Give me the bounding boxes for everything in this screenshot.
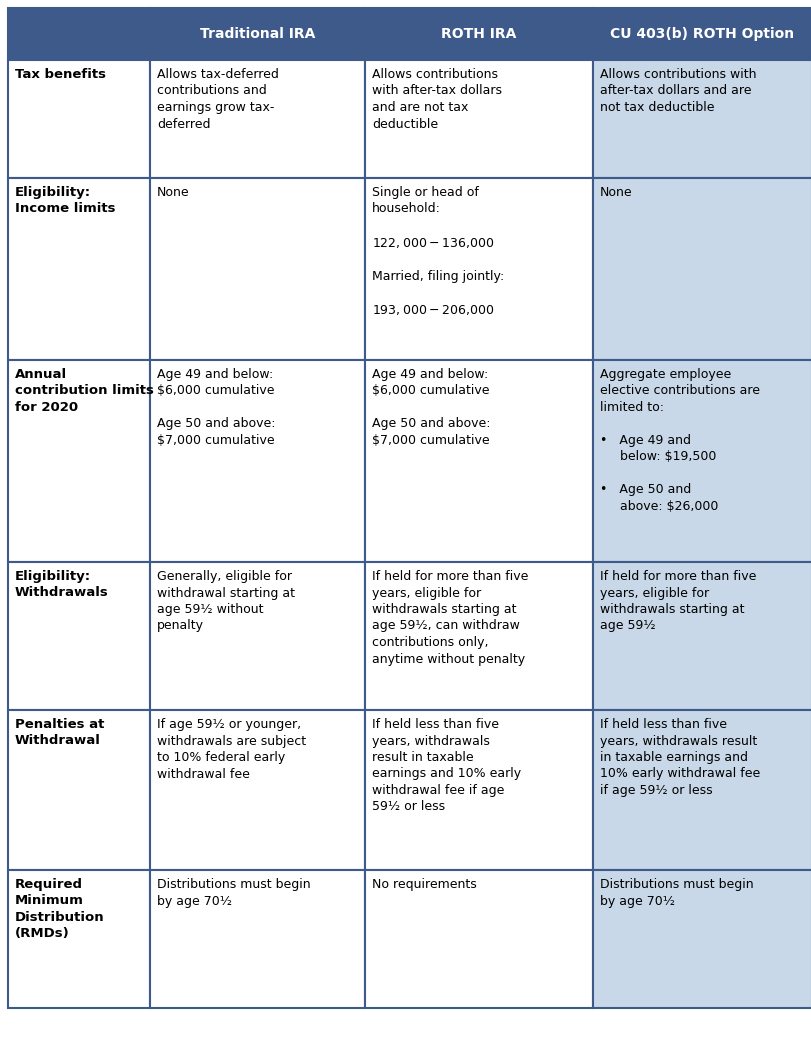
- Text: None: None: [599, 186, 632, 199]
- Text: Annual
contribution limits
for 2020: Annual contribution limits for 2020: [15, 368, 154, 414]
- Bar: [150, 360, 365, 562]
- Bar: [150, 178, 365, 360]
- Text: ROTH IRA: ROTH IRA: [440, 27, 516, 41]
- Text: Allows contributions with
after-tax dollars and are
not tax deductible: Allows contributions with after-tax doll…: [599, 68, 756, 114]
- Bar: [365, 60, 592, 178]
- Text: Tax benefits: Tax benefits: [15, 68, 106, 81]
- Text: None: None: [157, 186, 190, 199]
- Bar: [150, 562, 365, 710]
- Text: If held less than five
years, withdrawals
result in taxable
earnings and 10% ear: If held less than five years, withdrawal…: [371, 718, 521, 813]
- Text: Traditional IRA: Traditional IRA: [200, 27, 315, 41]
- Text: If held for more than five
years, eligible for
withdrawals starting at
age 59½, : If held for more than five years, eligib…: [371, 570, 528, 666]
- Text: If held for more than five
years, eligible for
withdrawals starting at
age 59½: If held for more than five years, eligib…: [599, 570, 755, 633]
- Bar: [592, 360, 811, 562]
- Text: Distributions must begin
by age 70½: Distributions must begin by age 70½: [599, 878, 753, 907]
- Bar: [592, 60, 811, 178]
- Bar: [592, 710, 811, 870]
- Bar: [8, 710, 150, 870]
- Bar: [8, 870, 150, 1008]
- Text: CU 403(b) ROTH Option: CU 403(b) ROTH Option: [610, 27, 794, 41]
- Text: No requirements: No requirements: [371, 878, 476, 891]
- Bar: [150, 8, 365, 60]
- Bar: [365, 870, 592, 1008]
- Bar: [365, 360, 592, 562]
- Text: Generally, eligible for
withdrawal starting at
age 59½ without
penalty: Generally, eligible for withdrawal start…: [157, 570, 294, 633]
- Text: Penalties at
Withdrawal: Penalties at Withdrawal: [15, 718, 105, 748]
- Bar: [8, 8, 150, 60]
- Text: If held less than five
years, withdrawals result
in taxable earnings and
10% ear: If held less than five years, withdrawal…: [599, 718, 759, 797]
- Text: Age 49 and below:
$6,000 cumulative

Age 50 and above:
$7,000 cumulative: Age 49 and below: $6,000 cumulative Age …: [157, 368, 275, 447]
- Text: Age 49 and below:
$6,000 cumulative

Age 50 and above:
$7,000 cumulative: Age 49 and below: $6,000 cumulative Age …: [371, 368, 490, 447]
- Text: Eligibility:
Income limits: Eligibility: Income limits: [15, 186, 115, 216]
- Text: Allows contributions
with after-tax dollars
and are not tax
deductible: Allows contributions with after-tax doll…: [371, 68, 501, 131]
- Bar: [592, 8, 811, 60]
- Text: Eligibility:
Withdrawals: Eligibility: Withdrawals: [15, 570, 109, 599]
- Bar: [8, 60, 150, 178]
- Text: Allows tax-deferred
contributions and
earnings grow tax-
deferred: Allows tax-deferred contributions and ea…: [157, 68, 278, 131]
- Bar: [8, 178, 150, 360]
- Bar: [365, 710, 592, 870]
- Bar: [150, 870, 365, 1008]
- Bar: [592, 562, 811, 710]
- Text: Required
Minimum
Distribution
(RMDs): Required Minimum Distribution (RMDs): [15, 878, 105, 941]
- Text: Single or head of
household:

$122,000-$136,000

Married, filing jointly:

$193,: Single or head of household: $122,000-$1…: [371, 186, 504, 317]
- Bar: [365, 562, 592, 710]
- Bar: [365, 8, 592, 60]
- Bar: [8, 562, 150, 710]
- Text: Distributions must begin
by age 70½: Distributions must begin by age 70½: [157, 878, 311, 907]
- Bar: [365, 178, 592, 360]
- Bar: [150, 60, 365, 178]
- Bar: [150, 710, 365, 870]
- Bar: [592, 178, 811, 360]
- Text: Aggregate employee
elective contributions are
limited to:

•   Age 49 and
     b: Aggregate employee elective contribution…: [599, 368, 759, 513]
- Bar: [8, 360, 150, 562]
- Bar: [592, 870, 811, 1008]
- Text: If age 59½ or younger,
withdrawals are subject
to 10% federal early
withdrawal f: If age 59½ or younger, withdrawals are s…: [157, 718, 306, 781]
